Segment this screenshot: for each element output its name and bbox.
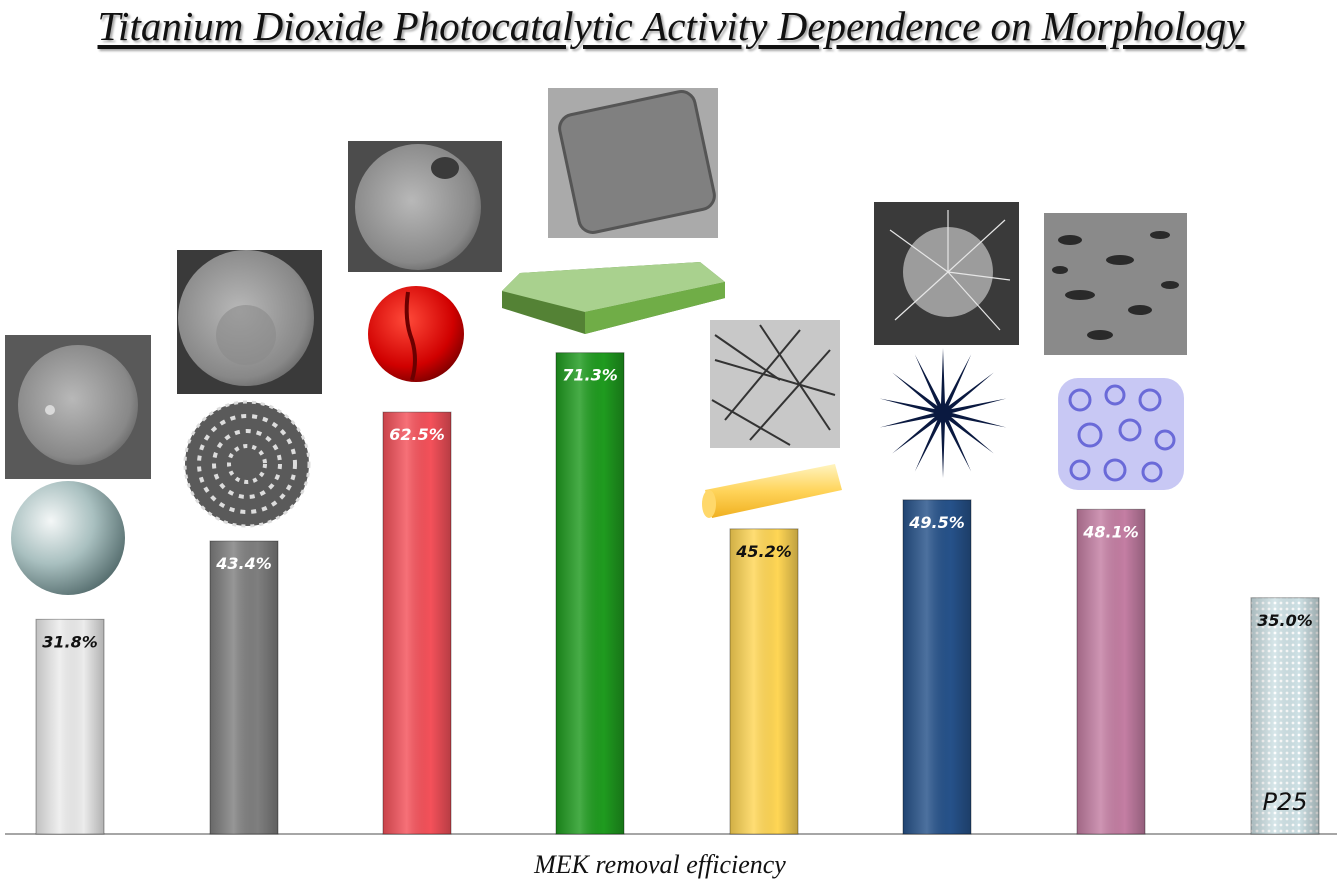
sem-image-hollow-sphere [348,141,502,272]
value-label-2: 43.4% [215,554,272,573]
nanorod-icon [702,464,842,518]
value-label-8: 35.0% [1257,611,1313,630]
morphology-illustrations [5,88,1187,595]
bar-shading-2 [210,541,278,834]
value-label-6: 49.5% [908,513,965,532]
porous-sphere-icon [183,400,311,528]
bar-shading-4 [556,352,624,834]
bar-shading-8 [1251,597,1319,834]
bar-shading-6 [903,499,971,834]
value-label-5: 45.2% [735,542,792,561]
bar-shading-5 [730,528,798,834]
sem-image-porous-sphere [177,250,322,394]
nanosheet-icon [502,262,725,334]
hollow-sphere-icon [368,286,464,382]
sphere-icon [11,481,125,595]
value-label-4: 71.3% [562,366,618,385]
chart-title: Titanium Dioxide Photocatalytic Activity… [97,3,1245,49]
bars-group: 31.8% 43.4% 62.5% 71.3% 45.2% 49.5% 48.1% 35.0%… [35,352,1320,835]
sem-image-urchin [874,202,1019,345]
star-icon [879,348,1007,478]
tem-image-nanosheet [548,88,718,238]
bar-shading-7 [1077,509,1145,834]
porous-network-icon [1058,378,1184,490]
sem-image-sphere [5,335,151,479]
sem-image-porous [1044,213,1187,355]
value-label-7: 48.1% [1082,522,1139,541]
bar-name-label-8: P25 [1262,788,1307,816]
bar-shading-1 [36,619,104,834]
bar-shading-3 [383,412,451,834]
tem-image-nanorods [710,320,840,448]
x-axis-label: MEK removal efficiency [534,850,786,879]
value-label-3: 62.5% [389,425,445,444]
value-label-1: 31.8% [42,632,98,651]
